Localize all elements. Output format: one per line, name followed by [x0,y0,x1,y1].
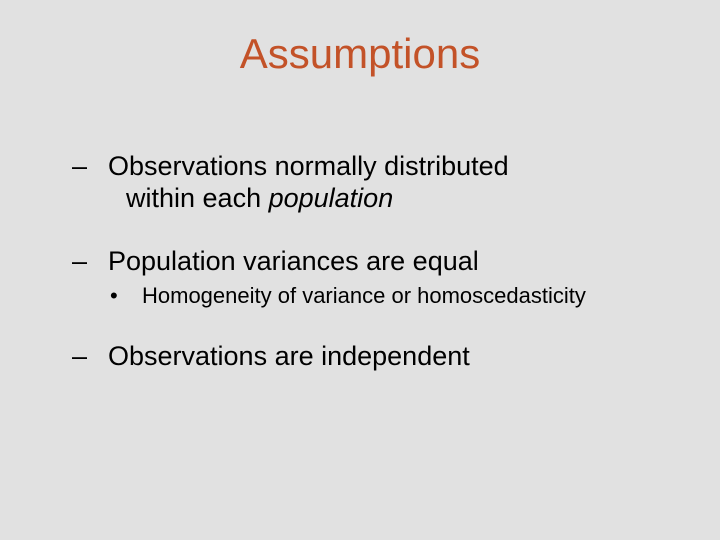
list-item-text: Observations are independent [108,341,470,371]
dash-marker: – [90,150,108,182]
dash-marker: – [90,245,108,277]
list-item: –Observations normally distributed withi… [90,150,650,215]
list-item-text-line2-plain: within each [126,183,269,213]
list-sub-item: •Homogeneity of variance or homoscedasti… [90,283,650,309]
slide: Assumptions –Observations normally distr… [0,0,720,540]
list-item-text: Population variances are equal [108,246,479,276]
list-sub-item-text: Homogeneity of variance or homoscedastic… [142,283,586,308]
slide-title: Assumptions [0,30,720,78]
slide-body: –Observations normally distributed withi… [90,150,650,402]
list-item-text: Observations normally distributed [108,151,509,181]
list-item-text-line2: within each population [108,182,650,214]
bullet-marker: • [126,283,142,309]
list-item: –Observations are independent [90,340,650,372]
list-item-text-line2-italic: population [269,183,394,213]
list-item: –Population variances are equal [90,245,650,277]
dash-marker: – [90,340,108,372]
